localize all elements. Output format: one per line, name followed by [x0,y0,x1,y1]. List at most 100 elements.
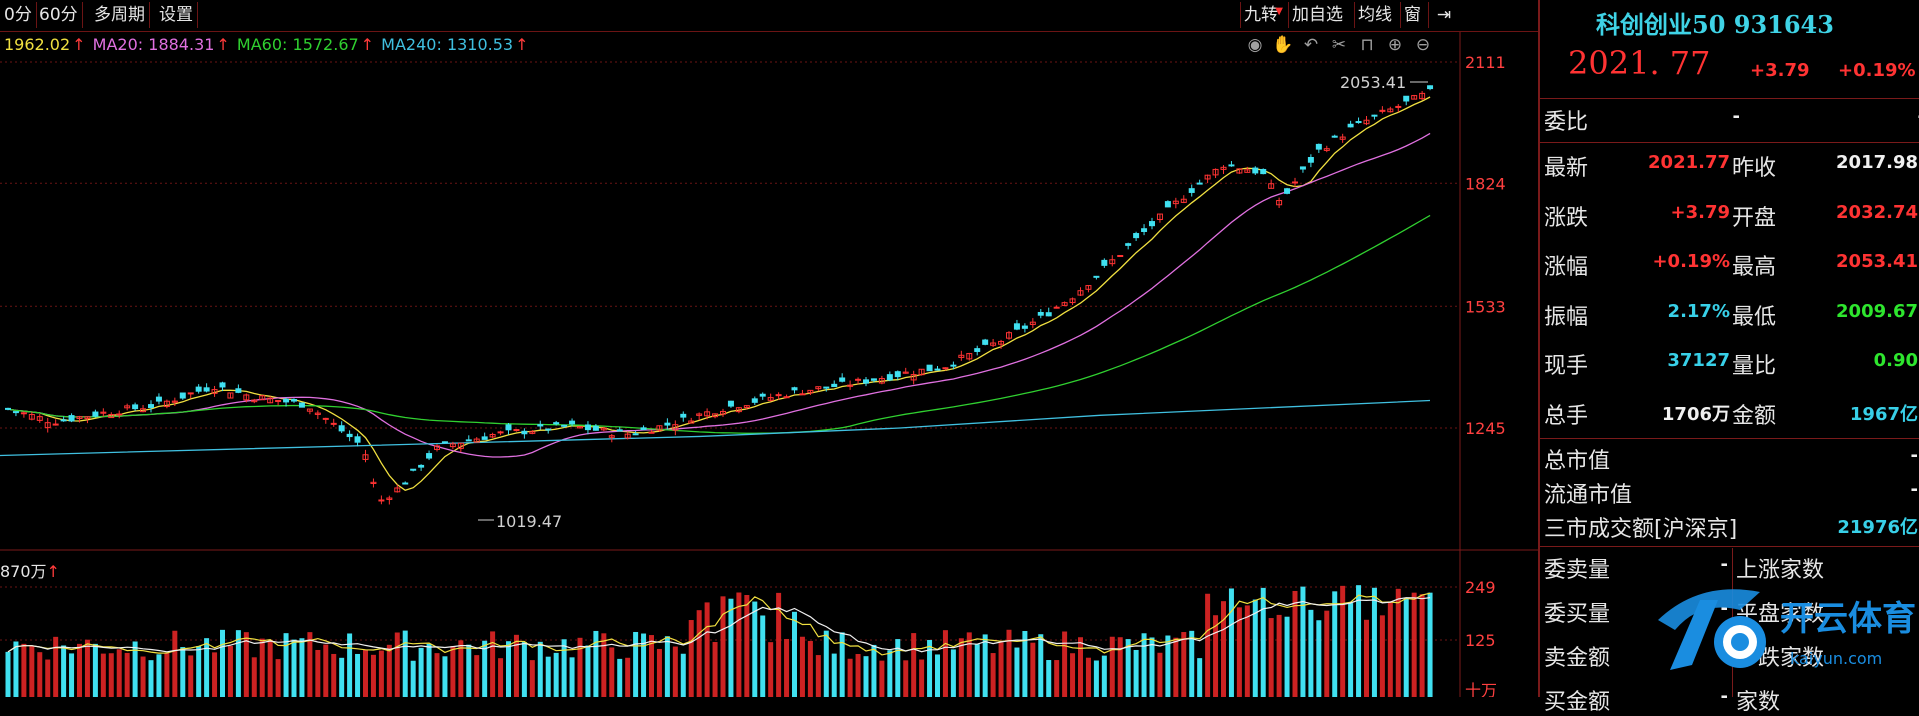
candle-body [298,402,305,408]
low-price-label: 1019.47 [496,512,562,531]
undo-icon[interactable]: ↶ [1303,35,1319,54]
candle-body [195,386,202,392]
volume-bar [386,644,392,697]
candle-body [251,399,258,403]
tab-minute[interactable]: 0分 [0,2,37,28]
volume-bar [124,652,130,697]
candle-body [1244,169,1251,173]
candle-body [1284,188,1291,194]
volume-bar [831,653,837,697]
volume-bar [537,641,543,697]
volume-bar [1093,660,1099,697]
candle-body [1164,201,1171,208]
volume-bar [839,632,845,697]
zoom-out-icon[interactable]: ⊖ [1415,35,1431,54]
volume-bar [347,633,353,697]
candle-body [497,431,504,434]
window-button[interactable]: 窗 [1400,2,1424,28]
candle-body [132,404,139,410]
quote-value: 1967亿 [1849,403,1918,425]
lock-icon[interactable]: ⊓ [1360,35,1374,54]
volume-bar [1189,630,1195,697]
volume-bar [402,630,408,697]
candle-body [592,425,599,431]
candle-body [1109,259,1116,265]
collapse-panel-icon[interactable]: ⇥ [1428,2,1459,28]
candle-body [449,443,456,448]
price-chart[interactable]: 2111 1824 1533 1245 249 125 十万 2053.41 1019.47 [0,0,1538,697]
volume-bar [1276,614,1282,697]
candle-body [267,397,274,404]
market-cap-label: 三市成交额[沪深京] [1544,517,1738,542]
volume-bar [299,638,305,697]
volume-bar [1268,618,1274,697]
volume-bar [1364,619,1369,697]
market-cap-value: 21976亿 [1837,517,1918,538]
candle-body [799,393,806,396]
candle-body [1307,157,1314,163]
volume-bar [863,656,869,697]
tab-60-minute[interactable]: 60分 [35,2,83,28]
volume-bar [1078,637,1083,697]
volume-bar [378,650,384,697]
ma5-up-arrow: ↑ [72,35,86,54]
candle-body [489,433,496,438]
eye-icon[interactable]: ◉ [1247,35,1263,54]
candle-body [839,377,846,382]
candle-body [966,353,973,360]
volume-bar [61,645,67,697]
candle-body [513,429,520,432]
hand-icon[interactable]: ✋ [1272,35,1294,54]
volume-bar [911,633,917,697]
add-watchlist-button[interactable]: 加自选 [1288,2,1346,28]
candle-body [569,420,576,425]
volume-bar [736,592,742,697]
volume-bar [879,660,885,697]
scissors-icon[interactable]: ✂ [1331,35,1347,54]
volume-bar [1038,634,1044,697]
candle-body [1220,166,1227,170]
candle-body [1149,221,1155,227]
candle-body [1299,166,1306,170]
volume-bar [521,642,527,697]
quote-panel: 科创创业50 931643 2021. 77 +3.79 +0.19% 委比 -… [1538,0,1919,715]
candle-body [163,400,170,407]
volume-bar [609,647,615,697]
candle-body [1212,168,1219,176]
candle-body [1125,243,1132,246]
tab-settings[interactable]: 设置 [155,2,198,28]
quote-label: 金额 [1732,403,1777,429]
volume-bar [1356,585,1362,697]
ma60-line [7,214,1431,434]
quote-label: 振幅 [1544,304,1589,330]
zoom-in-icon[interactable]: ⊕ [1387,35,1403,54]
volume-bar [641,633,647,697]
volume-bar [21,643,27,697]
volume-bar [1197,658,1203,697]
candle-body [1355,121,1362,124]
candle-body [306,408,313,412]
candle-body [553,422,560,425]
candle-body [314,412,321,415]
nine-turn-button[interactable]: 九转 ▼ [1240,2,1283,28]
candle-body [688,420,695,424]
candle-body [441,441,448,444]
volume-bar [545,656,551,697]
tab-multi-period[interactable]: 多周期 [90,2,150,28]
candle-body [640,427,647,431]
volume-bar [728,598,734,697]
volume-bar [1117,637,1123,697]
candle-body [1077,290,1084,296]
candle-body [1363,119,1370,125]
candle-body [998,340,1005,345]
volume-bar [1284,616,1290,697]
divider [1540,546,1919,547]
volume-bar [1213,615,1219,697]
quote-label: 最新 [1544,156,1589,181]
volume-tick-label: 249 [1465,578,1496,597]
volume-bar [1379,615,1385,697]
candle-body [1379,109,1386,112]
ma-lines-button[interactable]: 均线 [1354,2,1395,28]
candle-body [108,414,115,419]
volume-bar [1252,599,1258,697]
